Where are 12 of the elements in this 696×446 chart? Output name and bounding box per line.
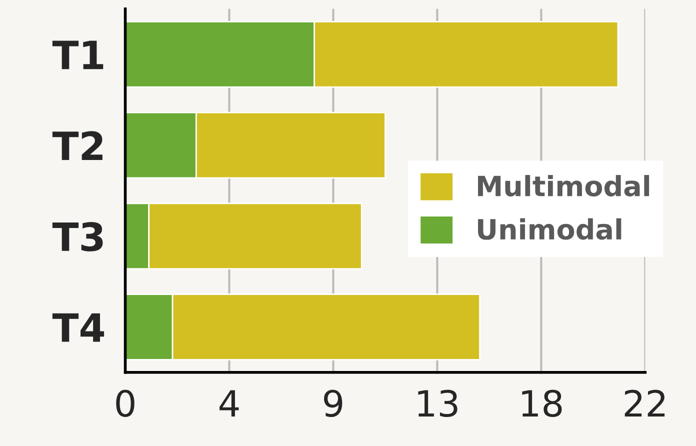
x-tick-label: 22 [624,390,665,417]
x-tick-label: 9 [324,390,342,418]
x-tick-label: 4 [220,390,239,417]
y-tick-label: T2 [52,131,102,160]
x-tick-label: 18 [522,390,562,418]
x-tick-label: 0 [116,390,134,418]
y-tick-label: T3 [52,222,103,252]
legend-label: Multimodal [478,175,650,197]
y-tick-label: T4 [52,313,104,342]
y-tick-label: T1 [52,40,104,70]
legend-label: Unimodal [478,218,622,240]
x-tick-label: 13 [418,390,458,418]
